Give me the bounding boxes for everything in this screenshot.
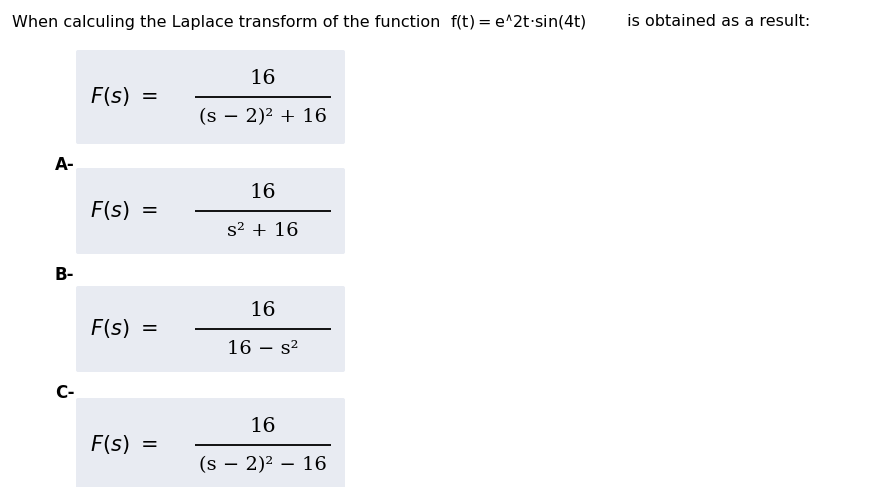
Text: B-: B- (55, 266, 74, 284)
FancyBboxPatch shape (76, 398, 345, 487)
Text: $\mathit{F}(\mathit{s})\ =$: $\mathit{F}(\mathit{s})\ =$ (90, 86, 157, 109)
Text: 16: 16 (250, 70, 276, 89)
Text: 16: 16 (250, 184, 276, 203)
Text: $\mathit{F}(\mathit{s})\ =$: $\mathit{F}(\mathit{s})\ =$ (90, 200, 157, 223)
Text: 16: 16 (250, 417, 276, 436)
Text: 16 − s²: 16 − s² (227, 340, 299, 358)
Text: s² + 16: s² + 16 (227, 222, 299, 240)
Text: When calculing the Laplace transform of the function: When calculing the Laplace transform of … (12, 15, 446, 30)
Text: A-: A- (55, 156, 75, 174)
Text: (s − 2)² − 16: (s − 2)² − 16 (199, 456, 327, 474)
FancyBboxPatch shape (76, 286, 345, 372)
Text: C-: C- (55, 384, 74, 402)
FancyBboxPatch shape (76, 50, 345, 144)
Text: $\mathsf{f(t){=}e^{\wedge}2t{\cdot}sin(4t)}$: $\mathsf{f(t){=}e^{\wedge}2t{\cdot}sin(4… (450, 12, 587, 32)
FancyBboxPatch shape (76, 168, 345, 254)
Text: 16: 16 (250, 301, 276, 320)
Text: (s − 2)² + 16: (s − 2)² + 16 (199, 108, 327, 126)
Text: $\mathit{F}(\mathit{s})\ =$: $\mathit{F}(\mathit{s})\ =$ (90, 318, 157, 340)
Text: is obtained as a result:: is obtained as a result: (622, 15, 810, 30)
Text: $\mathit{F}(\mathit{s})\ =$: $\mathit{F}(\mathit{s})\ =$ (90, 433, 157, 456)
